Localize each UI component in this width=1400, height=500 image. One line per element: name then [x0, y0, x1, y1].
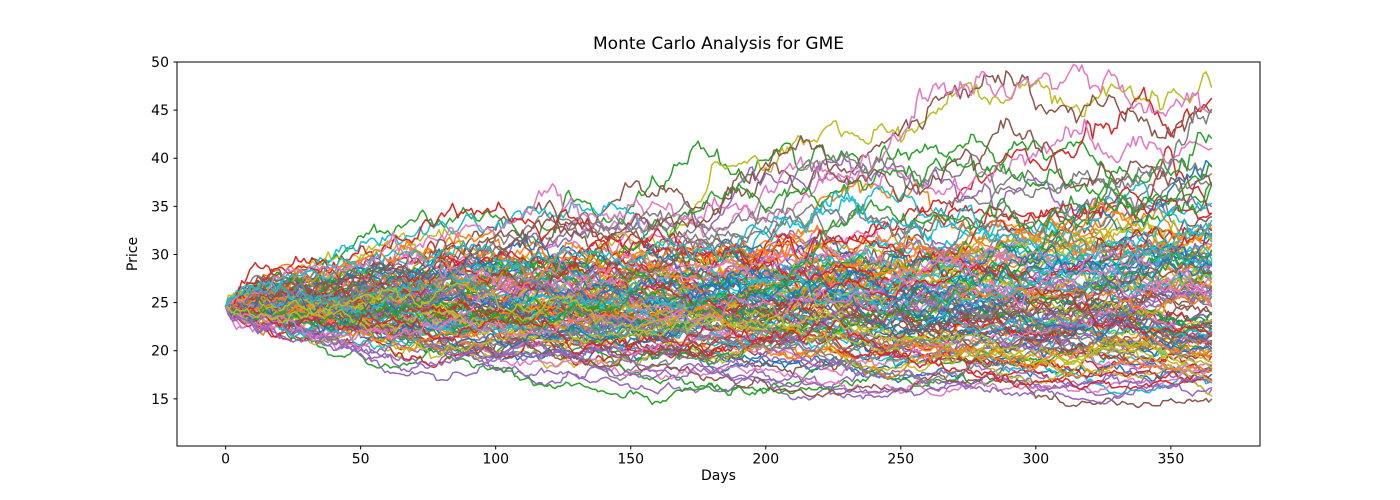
y-tick-label: 30: [151, 247, 169, 263]
price-path: [224, 303, 1213, 380]
price-path: [224, 305, 1213, 390]
chart-title: Monte Carlo Analysis for GME: [593, 34, 844, 54]
price-path: [224, 305, 1213, 405]
price-path: [224, 163, 1213, 335]
price-path: [224, 282, 1213, 383]
price-path: [224, 222, 1213, 318]
x-tick-label: 150: [617, 452, 644, 468]
price-path: [224, 231, 1213, 308]
price-path: [224, 108, 1213, 317]
x-tick-label: 50: [352, 452, 370, 468]
price-path: [224, 231, 1213, 313]
price-path: [224, 275, 1213, 384]
x-tick-label: 300: [1022, 452, 1049, 468]
price-path: [224, 274, 1213, 353]
price-path: [224, 203, 1213, 320]
x-tick-label: 350: [1158, 452, 1185, 468]
y-tick-label: 40: [151, 151, 169, 167]
y-tick-label: 50: [151, 55, 169, 71]
price-path: [224, 240, 1213, 318]
price-path: [224, 251, 1213, 350]
y-tick-label: 20: [151, 344, 169, 360]
y-tick-label: 25: [151, 296, 169, 312]
price-path: [224, 225, 1213, 335]
price-path: [224, 227, 1213, 308]
price-path: [224, 63, 1213, 311]
price-path: [224, 298, 1213, 391]
x-tick-label: 100: [482, 452, 509, 468]
x-tick-label: 200: [752, 452, 779, 468]
price-path: [224, 71, 1213, 308]
x-tick-label: 0: [221, 452, 230, 468]
price-path: [224, 261, 1213, 359]
x-axis-label: Days: [701, 468, 736, 484]
price-path: [224, 297, 1213, 395]
y-tick-label: 35: [151, 199, 169, 215]
y-tick-label: 15: [151, 392, 169, 408]
price-path: [224, 254, 1213, 342]
price-path: [224, 258, 1213, 336]
price-paths: [224, 63, 1213, 409]
y-tick-label: 45: [151, 103, 169, 119]
price-path: [224, 255, 1213, 348]
price-path: [224, 188, 1213, 308]
price-path: [224, 297, 1213, 373]
x-tick-label: 250: [887, 452, 914, 468]
price-path: [224, 133, 1213, 318]
price-path: [224, 158, 1213, 314]
price-path: [224, 117, 1213, 310]
price-path: [224, 303, 1213, 409]
